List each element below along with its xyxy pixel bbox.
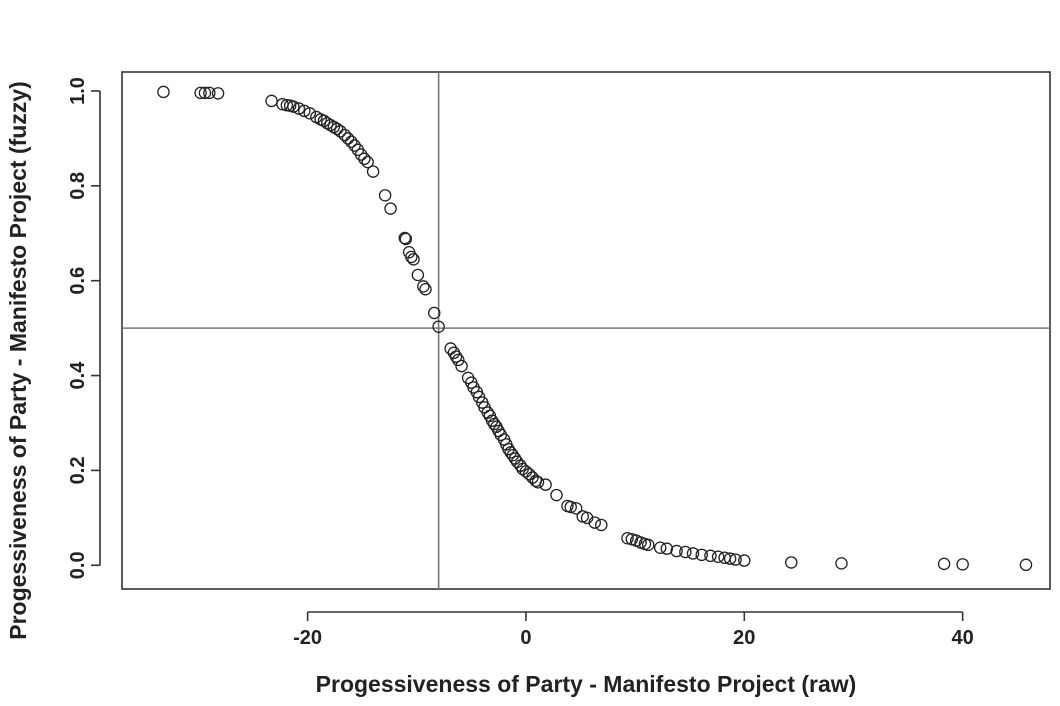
data-point	[317, 114, 331, 128]
data-point	[653, 541, 667, 554]
data-point	[327, 120, 341, 134]
data-point	[303, 107, 317, 120]
data-point	[341, 132, 355, 145]
data-point	[321, 116, 334, 130]
data-point	[157, 85, 170, 99]
data-point	[502, 442, 515, 456]
data-point	[485, 414, 499, 427]
data-point	[695, 548, 708, 562]
data-point	[711, 550, 725, 563]
data-point	[292, 102, 306, 115]
data-point	[203, 86, 216, 100]
data-point	[686, 547, 700, 560]
data-point	[956, 558, 969, 571]
data-point	[330, 122, 344, 136]
plot-frame	[121, 71, 1051, 590]
data-point	[427, 306, 441, 320]
data-point	[417, 280, 430, 293]
y-tick-label: 0.0	[67, 551, 89, 579]
y-axis-title: Progessiveness of Party - Manifesto Proj…	[5, 81, 31, 640]
data-point	[265, 94, 278, 108]
y-tick-label: 1.0	[67, 77, 89, 105]
data-points	[157, 85, 1033, 572]
x-tick-label: 40	[952, 627, 974, 649]
data-point	[455, 359, 468, 373]
data-point	[729, 553, 742, 566]
y-tick-label: 0.2	[67, 457, 89, 485]
data-point	[354, 148, 368, 161]
x-tick-label: 20	[733, 627, 755, 649]
data-point	[324, 118, 337, 132]
data-point	[398, 231, 412, 245]
data-point	[785, 556, 798, 569]
data-point	[588, 516, 601, 529]
data-point	[399, 232, 413, 246]
data-point	[704, 549, 717, 563]
data-point	[679, 545, 692, 559]
data-point	[449, 350, 463, 363]
data-point	[198, 86, 212, 100]
plot-layer	[121, 71, 1051, 590]
data-point	[504, 446, 517, 459]
data-point	[334, 125, 347, 138]
data-point	[564, 500, 577, 514]
data-point	[287, 100, 300, 113]
y-tick-label: 0.8	[67, 172, 89, 200]
data-point	[569, 502, 583, 515]
data-point	[488, 417, 501, 431]
data-point	[452, 353, 465, 367]
data-point	[345, 135, 358, 148]
data-point	[419, 282, 432, 296]
data-point	[595, 518, 608, 532]
x-tick-label: -20	[293, 627, 322, 649]
data-point	[194, 86, 207, 100]
data-point	[738, 554, 751, 567]
data-point	[660, 542, 674, 555]
data-point	[411, 268, 425, 282]
data-point	[641, 538, 655, 552]
data-point	[384, 202, 397, 215]
data-point	[405, 250, 418, 264]
data-point	[407, 253, 420, 266]
data-point	[348, 139, 361, 152]
data-point	[378, 189, 392, 202]
data-point	[432, 320, 445, 333]
data-point	[670, 544, 683, 558]
data-point	[723, 552, 737, 565]
data-point	[550, 488, 563, 502]
x-tick-label: 0	[520, 627, 531, 649]
data-point	[211, 87, 225, 100]
data-point	[1019, 558, 1033, 572]
data-point	[361, 155, 374, 169]
data-point	[531, 476, 545, 489]
data-point	[522, 467, 536, 481]
data-point	[298, 104, 311, 118]
y-tick-label: 0.4	[67, 361, 89, 390]
axes: -20 0 20 40 0.0 0.2 0.4 0.6 0.8 1.0	[67, 77, 974, 649]
data-point	[835, 557, 848, 570]
data-point	[937, 557, 951, 571]
y-tick-label: 0.6	[67, 267, 89, 295]
data-point	[366, 165, 380, 178]
data-point	[338, 128, 351, 142]
data-point	[621, 531, 634, 545]
x-axis-title: Progessiveness of Party - Manifesto Proj…	[316, 671, 857, 697]
data-point	[506, 448, 520, 462]
data-point	[539, 478, 552, 491]
data-point	[358, 152, 371, 166]
